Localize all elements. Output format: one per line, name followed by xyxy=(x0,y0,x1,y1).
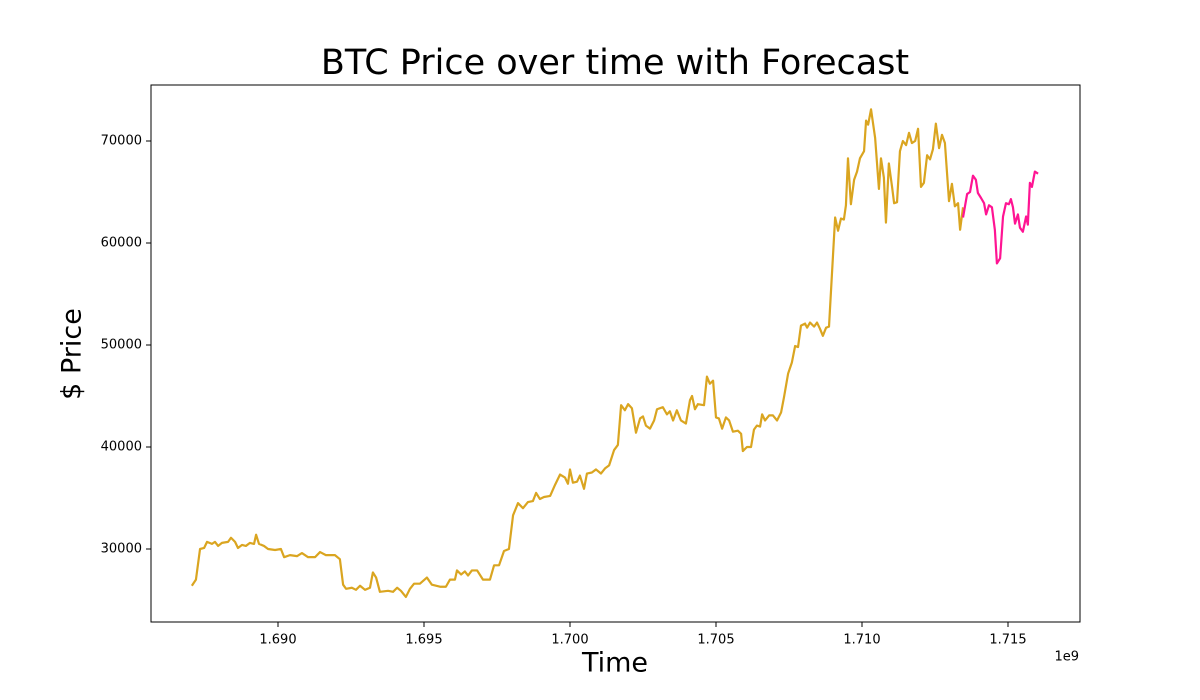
y-tick-label: 50000 xyxy=(101,337,142,352)
chart-title: BTC Price over time with Forecast xyxy=(321,43,909,83)
plot-frame xyxy=(150,84,1081,623)
y-tick-label: 70000 xyxy=(101,133,142,148)
x-axis-label: Time xyxy=(581,648,648,679)
price-line xyxy=(190,108,965,599)
x-tick-label: 1.690 xyxy=(259,633,296,648)
x-tick-label: 1.705 xyxy=(697,633,734,648)
y-tick-label: 40000 xyxy=(101,439,142,454)
x-offset-label: 1e9 xyxy=(1054,650,1079,665)
x-tick-label: 1.695 xyxy=(405,633,442,648)
x-tick-label: 1.700 xyxy=(551,633,588,648)
x-tick-label: 1.710 xyxy=(843,633,880,648)
y-tick-label: 60000 xyxy=(101,235,142,250)
price-line xyxy=(961,170,1039,265)
y-axis-label: $ Price xyxy=(57,308,88,400)
y-tick-label: 30000 xyxy=(101,541,142,556)
x-tick-label: 1.715 xyxy=(989,633,1026,648)
